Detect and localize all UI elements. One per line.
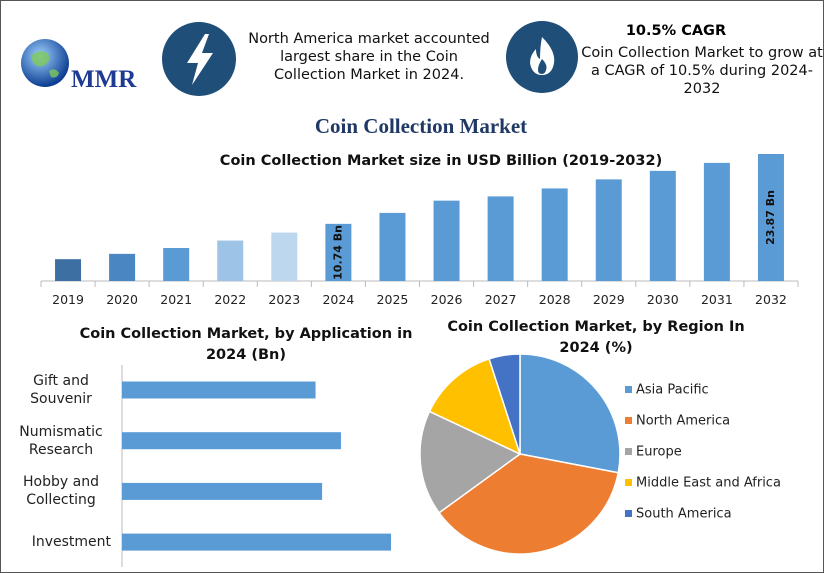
bar [433,200,460,281]
highlight-text: Coin Collection Market to grow at a CAGR… [581,45,823,97]
bar [325,223,352,281]
legend-label: North America [636,414,730,429]
pie-slice [438,453,620,555]
bar [122,482,323,500]
highlight-title: 10.5% CAGR [625,23,727,39]
chart-title: Coin Collection Market, by Region In 202… [447,319,745,356]
value-label: 10.74 Bn [331,225,344,280]
bar [541,188,568,281]
bar [122,533,391,551]
legend-swatch [625,448,632,455]
bar [379,212,406,281]
bar [703,162,730,281]
x-tick-label: 2020 [106,292,138,307]
legend-swatch [625,386,632,393]
legend-swatch [625,510,632,517]
x-tick-label: 2027 [485,292,517,307]
pie-slice [419,410,522,514]
bar [163,248,190,281]
legend-label: Europe [636,445,682,460]
legend-label: South America [636,507,732,522]
legend-label: Asia Pacific [636,383,709,398]
x-tick-label: 2028 [539,292,571,307]
chart-title: Coin Collection Market size in USD Billi… [219,153,663,169]
pie-slice [488,353,521,455]
legend-label: Middle East and Africa [636,476,781,491]
page-title: Coin Collection Market [315,114,527,138]
x-tick-label: 2021 [160,292,192,307]
bar [757,154,784,281]
y-tick-label: Numismatic Research [19,423,103,458]
legend-swatch [625,479,632,486]
bar [595,179,622,281]
x-tick-label: 2026 [431,292,463,307]
chart-title: Coin Collection Market, by Application i… [79,326,413,363]
logo-text: MMR [71,66,137,93]
y-tick-label: Gift and Souvenir [30,373,92,407]
legend-swatch [625,417,632,424]
x-tick-label: 2032 [755,292,787,307]
flame-icon-core [538,59,547,74]
x-tick-label: 2023 [268,292,300,307]
x-tick-label: 2025 [377,292,409,307]
x-tick-label: 2029 [593,292,625,307]
y-tick-label: Hobby and Collecting [23,474,99,509]
value-label: 23.87 Bn [764,190,777,245]
logo-land [31,51,59,78]
x-tick-label: 2024 [322,292,354,307]
flame-icon [530,37,555,75]
bar [649,170,676,281]
pie-slice [519,353,621,474]
x-tick-label: 2030 [647,292,679,307]
bar [122,381,316,399]
bar [487,196,514,281]
bar [109,253,136,281]
x-tick-label: 2019 [52,292,84,307]
y-tick-label: Investment [31,534,111,551]
bar [122,432,341,450]
x-tick-label: 2022 [214,292,246,307]
x-tick-label: 2031 [701,292,733,307]
pie-slice [428,357,522,456]
bar [271,232,298,281]
bar [217,240,244,281]
lightning-icon [187,34,213,85]
bar [55,259,82,281]
highlight-text: North America market accounted largest s… [248,31,490,83]
